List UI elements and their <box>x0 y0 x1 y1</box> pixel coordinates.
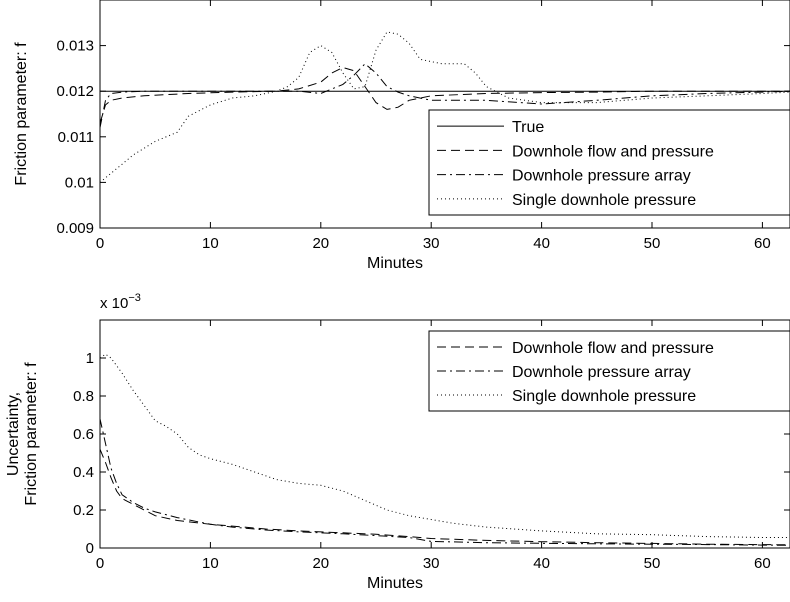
x-tick-label: 20 <box>312 555 329 572</box>
bottom-panel: 0 10 20 30 40 50 60 0 0.2 0.4 0.6 0.8 1 Minutes Uncert… <box>5 292 790 592</box>
legend-box <box>428 109 790 216</box>
series-line-dashdot <box>100 63 790 128</box>
x-axis-label: Minutes <box>367 255 423 272</box>
legend-label: Downhole flow and pressure <box>512 143 714 160</box>
y-axis-label: Uncertainty,Friction parameter: f <box>5 362 40 506</box>
x-tick-label: 30 <box>423 555 440 572</box>
series-line-dotted <box>100 353 790 538</box>
y-tick-label: 0 <box>86 540 94 557</box>
x-tick-label: 30 <box>423 235 440 252</box>
axis-exponent-label: x 10−3 <box>100 292 141 312</box>
series-line-dotted <box>100 31 790 183</box>
series-line-dashdot <box>100 418 790 546</box>
x-tick-label: 40 <box>533 555 550 572</box>
series-line-dashed <box>100 449 790 546</box>
x-tick-label: 20 <box>312 235 329 252</box>
y-tick-label: 0.009 <box>56 220 94 237</box>
y-tick-label: 0.01 <box>65 174 94 191</box>
y-tick-label: 0.011 <box>58 129 94 146</box>
legend-box <box>428 330 790 412</box>
y-tick-label: 0.2 <box>73 502 94 519</box>
x-tick-label: 60 <box>754 555 771 572</box>
y-tick-label: 0.012 <box>56 83 94 100</box>
x-tick-label: 10 <box>202 555 219 572</box>
legend-label: True <box>512 119 544 136</box>
top-panel: 0 10 20 30 40 50 60 0.009 0.01 0.011 0.012 0.013 Min… <box>13 0 790 272</box>
x-tick-label: 0 <box>96 555 104 572</box>
y-tick-label: 0.8 <box>73 388 94 405</box>
series-line-dashed <box>100 66 790 124</box>
y-axis-label: Friction parameter: f <box>13 42 30 186</box>
legend-label: Single downhole pressure <box>512 192 696 209</box>
x-tick-label: 10 <box>202 235 219 252</box>
legend-label: Downhole flow and pressure <box>512 340 714 357</box>
x-axis-label: Minutes <box>367 575 423 592</box>
y-tick-label: 1 <box>86 350 94 367</box>
x-tick-label: 50 <box>644 555 661 572</box>
x-tick-label: 50 <box>644 235 661 252</box>
legend-label: Single downhole pressure <box>512 388 696 405</box>
legend-label: Downhole pressure array <box>512 364 691 381</box>
x-tick-label: 0 <box>96 235 104 252</box>
y-tick-label: 0.6 <box>73 426 94 443</box>
y-tick-label: 0.4 <box>73 464 94 481</box>
x-tick-label: 60 <box>754 235 771 252</box>
legend-label: Downhole pressure array <box>512 168 691 185</box>
x-tick-label: 40 <box>533 235 550 252</box>
y-tick-label: 0.013 <box>56 38 94 55</box>
